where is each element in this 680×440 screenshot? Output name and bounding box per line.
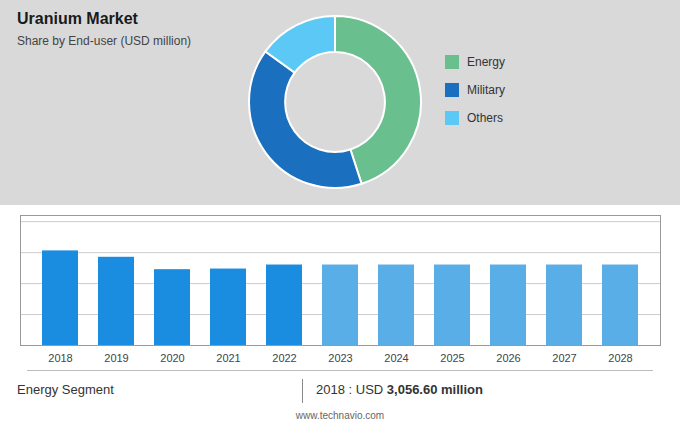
svg-text:2027: 2027 bbox=[552, 352, 576, 364]
html-text:Share by End-user (USD million: Share by End-user (USD million) bbox=[17, 34, 192, 48]
html-text:Energy Segment: Energy Segment bbox=[17, 382, 114, 397]
html-text:www.technavio.com: www.technavio.com bbox=[295, 410, 385, 421]
html-text:Uranium Market: Uranium Market bbox=[17, 10, 138, 27]
svg-text:2026: 2026 bbox=[496, 352, 520, 364]
html-text:Energy: Energy bbox=[467, 55, 505, 69]
svg-text:2025: 2025 bbox=[440, 352, 464, 364]
html-text:Others: Others bbox=[467, 111, 503, 125]
svg-text:2021: 2021 bbox=[216, 352, 240, 364]
svg-text:2020: 2020 bbox=[160, 352, 184, 364]
html-text:Military: Military bbox=[467, 83, 505, 97]
svg-text:2023: 2023 bbox=[328, 352, 352, 364]
svg-text:2019: 2019 bbox=[104, 352, 128, 364]
svg-text:2022: 2022 bbox=[272, 352, 296, 364]
svg-text:2028: 2028 bbox=[608, 352, 632, 364]
svg-text:2024: 2024 bbox=[384, 352, 408, 364]
svg-text:2018: 2018 bbox=[48, 352, 72, 364]
html-text:2018 : USD 3,056.60 million: 2018 : USD 3,056.60 million bbox=[316, 382, 483, 397]
